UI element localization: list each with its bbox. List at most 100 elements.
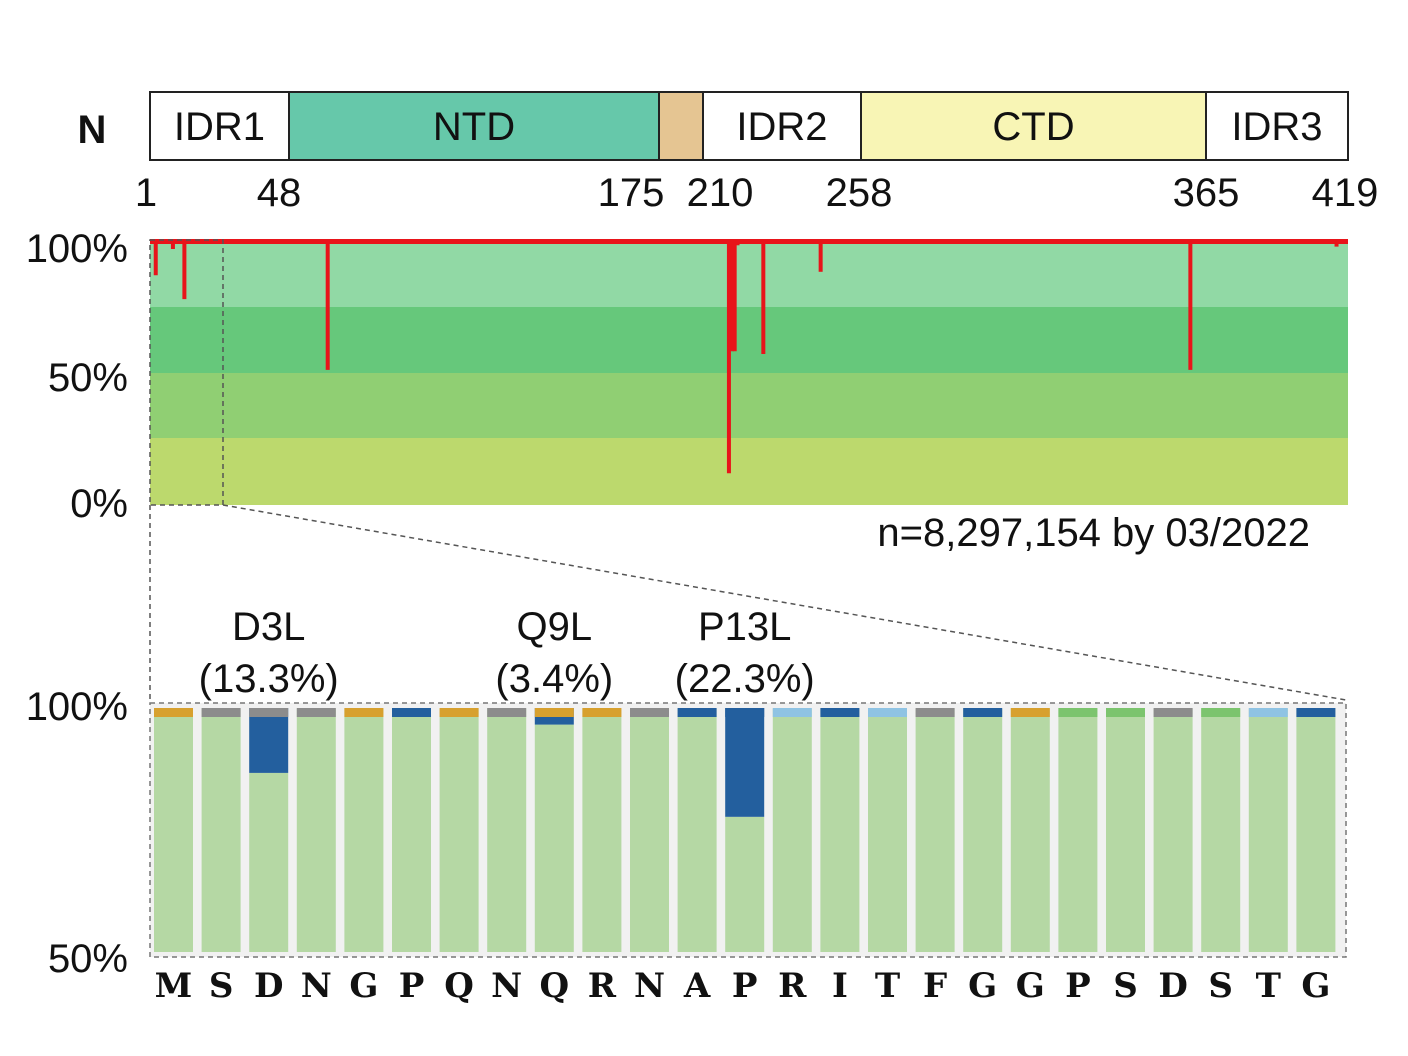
- residue-label-1: M: [155, 966, 193, 1006]
- mutation-labels: D3L (13.3%) Q9L (3.4%) P13L (22.3%): [199, 605, 815, 701]
- sample-count-annotation: n=8,297,154 by 03/2022: [877, 511, 1310, 555]
- background-band: [150, 244, 1348, 307]
- residue-cap-25: [1296, 708, 1336, 717]
- residue-label-10: R: [588, 966, 617, 1006]
- residue-bar-6: [392, 708, 431, 952]
- residue-label-7: Q: [444, 966, 474, 1006]
- position-tick-labels: 1 48 175 210 258 365 419: [135, 171, 1379, 215]
- residue-bar-18: [963, 708, 1003, 952]
- residue-bar-10: [582, 708, 622, 952]
- domain-idr3: [1205, 91, 1349, 161]
- residue-label-20: P: [1065, 966, 1091, 1006]
- residue-label-12: A: [683, 966, 711, 1006]
- residue-cap-24: [1248, 708, 1288, 717]
- mutation-name-D3L: D3L: [232, 605, 305, 649]
- residue-label-13: P: [732, 966, 758, 1006]
- residue-cap-7: [439, 708, 479, 717]
- background-band: [150, 307, 1348, 373]
- residue-cap-21: [1106, 708, 1145, 717]
- residue-bar-19: [1010, 708, 1050, 952]
- residue-bar-8: [487, 708, 527, 952]
- profile-y-tick-labels: 100% 50% 0%: [26, 227, 128, 526]
- zoom-y-tick: 100%: [26, 685, 128, 729]
- position-tick-258: 258: [826, 171, 893, 215]
- zoom-region-outline: [149, 239, 224, 506]
- residue-cap-12: [677, 708, 717, 717]
- domain-label-idr3: IDR3: [1231, 105, 1322, 149]
- residue-cap-19: [1010, 708, 1050, 717]
- residue-label-8: N: [491, 966, 522, 1006]
- residue-bar-17: [915, 708, 955, 952]
- residue-label-6: P: [399, 966, 425, 1006]
- residue-bar-4: [296, 708, 336, 952]
- profile-y-tick: 0%: [70, 482, 128, 526]
- zoom-y-tick-labels: 100% 50%: [26, 685, 128, 981]
- residue-cap-14: [772, 708, 812, 717]
- residue-bar-1: [154, 708, 193, 952]
- mutation-bar-D3L: [249, 708, 289, 773]
- residue-label-23: S: [1208, 966, 1233, 1006]
- background-bands: [150, 244, 1348, 505]
- residue-bar-22: [1153, 708, 1193, 952]
- domain-ntd: [288, 91, 660, 161]
- residue-cap-1: [154, 708, 193, 717]
- position-tick-365: 365: [1173, 171, 1240, 215]
- residue-bar-21: [1106, 708, 1145, 952]
- residue-label-22: D: [1158, 966, 1187, 1006]
- residue-bar-13: [725, 816, 765, 952]
- domain-label-ctd: CTD: [992, 105, 1074, 149]
- residue-cap-4: [296, 708, 336, 717]
- residue-bar-20: [1058, 708, 1098, 952]
- residue-cap-16: [868, 708, 907, 717]
- residue-bar-7: [439, 708, 479, 952]
- residue-bar-25: [1296, 708, 1336, 952]
- residue-bar-9: [534, 724, 574, 952]
- residue-label-25: G: [1301, 966, 1330, 1006]
- residue-cap-20: [1058, 708, 1098, 717]
- residue-cap-13: [725, 708, 765, 717]
- n-terminal-label: N: [78, 108, 107, 152]
- residue-cap-22: [1153, 708, 1193, 717]
- residue-cap-11: [630, 708, 669, 717]
- mutation-percent-Q9L: (3.4%): [495, 657, 613, 701]
- background-band: [150, 438, 1348, 505]
- residue-cap-5: [344, 708, 384, 717]
- residue-cap-23: [1201, 708, 1241, 717]
- residue-cap-6: [392, 708, 431, 717]
- domain-map: N IDR1 NTD IDR2 CTD IDR3 1 48 175 210 258 365 419: [78, 91, 1379, 215]
- position-tick-1: 1: [135, 171, 157, 215]
- residue-label-5: G: [349, 966, 378, 1006]
- position-tick-48: 48: [257, 171, 302, 215]
- residue-cap-8: [487, 708, 527, 717]
- mutation-percent-D3L: (13.3%): [199, 657, 339, 701]
- conservation-top-line: [150, 239, 1348, 244]
- residue-cap-17: [915, 708, 955, 717]
- residue-label-16: T: [875, 966, 900, 1006]
- profile-y-tick: 100%: [26, 227, 128, 271]
- residue-bar-12: [677, 708, 717, 952]
- residue-bar-11: [630, 708, 669, 952]
- residue-label-17: F: [923, 966, 947, 1006]
- residue-cap-9: [534, 708, 574, 717]
- position-tick-175: 175: [598, 171, 665, 215]
- residue-bar-2: [201, 708, 241, 952]
- mutation-name-P13L: P13L: [698, 605, 791, 649]
- residue-label-2: S: [209, 966, 234, 1006]
- background-band: [150, 373, 1348, 438]
- residue-label-11: N: [634, 966, 665, 1006]
- conservation-profile-panel: 100% 50% 0% n=8,297,154 by 03/2022: [26, 227, 1348, 555]
- zoom-y-tick: 50%: [48, 937, 128, 981]
- domain-idr2: [702, 91, 862, 161]
- conservation-dips: [150, 239, 1348, 474]
- residue-cap-15: [820, 708, 860, 717]
- residue-label-21: S: [1113, 966, 1138, 1006]
- domain-linker: [658, 91, 704, 161]
- mutation-name-Q9L: Q9L: [516, 605, 592, 649]
- residue-bar-15: [820, 708, 860, 952]
- zoom-connector-lines: [149, 504, 1347, 701]
- residue-label-15: I: [832, 966, 848, 1006]
- residue-label-3: D: [254, 966, 283, 1006]
